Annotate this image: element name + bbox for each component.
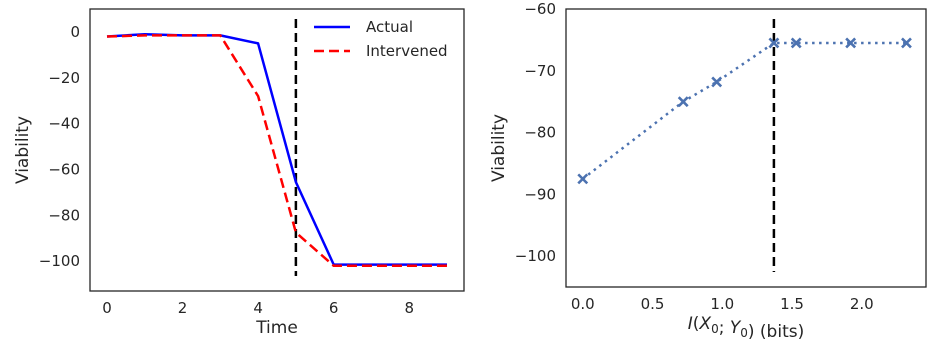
x-tick-label: 0.0 (571, 295, 595, 313)
y-tick-label: −70 (524, 62, 556, 80)
x-tick-label: 1.5 (780, 295, 804, 313)
x-axis-label: I(X0; Y0) (bits) (688, 314, 804, 341)
y-tick-label: −80 (524, 124, 556, 142)
y-tick-label: −20 (48, 69, 80, 87)
y-tick-label: −40 (48, 115, 80, 133)
series-line-actual (106, 32, 447, 266)
y-tick-label: −100 (515, 247, 556, 265)
data-point-marker (768, 37, 780, 49)
data-point-marker (577, 173, 589, 185)
y-tick-label: −60 (48, 160, 80, 178)
y-tick-label: −80 (48, 206, 80, 224)
x-tick-label: 2 (178, 299, 188, 317)
data-point-marker (711, 76, 723, 88)
x-tick-label: 4 (253, 299, 263, 317)
panel-1: 0 2 4 6 8 0 −20 −40 −60 −80 −100 Viability Time Actua… (13, 8, 465, 338)
plot-frame (89, 8, 465, 292)
panel-2: 0.0 0.5 1.0 1.5 2.0 −60 −70 −80 −90 −100 Viability… (489, 0, 927, 341)
data-point-marker (901, 37, 912, 49)
y-axis-label: Viability (13, 116, 33, 184)
legend-label: Actual (366, 18, 413, 36)
legend-label: Intervened (366, 42, 448, 60)
x-axis-label: Time (255, 318, 298, 338)
y-tick-label: 0 (70, 23, 80, 41)
y-axis-label: Viability (489, 114, 509, 182)
x-tick-label: 1.0 (710, 295, 734, 313)
x-tick-label: 6 (329, 299, 339, 317)
y-tick-label: −100 (39, 252, 80, 270)
x-tick-label: 0.5 (641, 295, 665, 313)
data-point-marker (677, 96, 689, 108)
y-tick-label: −60 (524, 0, 556, 18)
legend: Actual Intervened (314, 18, 448, 60)
data-point-marker (845, 37, 857, 49)
plot-frame (565, 8, 927, 288)
data-point-marker (790, 37, 802, 49)
y-tick-label: −90 (524, 185, 556, 203)
x-tick-label: 0 (102, 299, 112, 317)
x-tick-label: 8 (404, 299, 414, 317)
series-line-1 (581, 41, 907, 180)
series-line-intervened (106, 34, 447, 268)
x-tick-label: 2.0 (850, 295, 874, 313)
